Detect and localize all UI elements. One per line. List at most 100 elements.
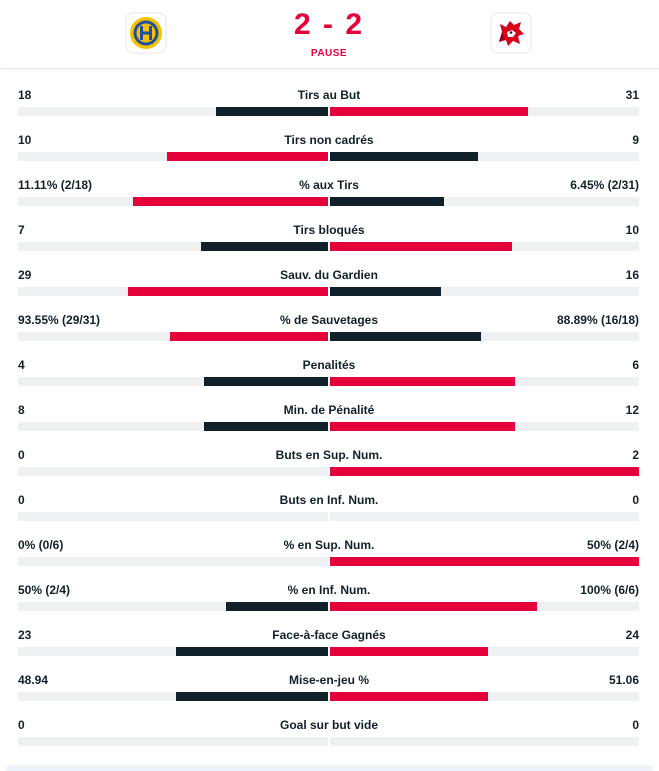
away-bar-fill bbox=[330, 692, 488, 701]
away-bar-track bbox=[330, 602, 639, 611]
stat-label: Penalités bbox=[302, 358, 356, 372]
stat-row: 11.11% (2/18) % aux Tirs 6.45% (2/31) bbox=[0, 174, 659, 219]
away-bar-track bbox=[330, 737, 639, 746]
home-value: 0 bbox=[18, 448, 25, 462]
home-bar-fill bbox=[176, 692, 328, 701]
home-value: 8 bbox=[18, 403, 25, 417]
stat-row: 18 Tirs au But 31 bbox=[0, 84, 659, 129]
stat-row: 0 Buts en Sup. Num. 2 bbox=[0, 444, 659, 489]
lausanne-hc-lion-logo-icon[interactable] bbox=[490, 12, 532, 54]
stat-label: Tirs au But bbox=[297, 88, 361, 102]
stat-label: % de Sauvetages bbox=[279, 313, 379, 327]
stat-row: 10 Tirs non cadrés 9 bbox=[0, 129, 659, 174]
home-value: 29 bbox=[18, 268, 32, 282]
home-bar-track bbox=[18, 377, 328, 386]
away-value: 88.89% (16/18) bbox=[556, 313, 639, 327]
away-bar-track bbox=[330, 152, 639, 161]
home-value: 4 bbox=[18, 358, 25, 372]
away-bar-track bbox=[330, 242, 639, 251]
away-bar-track bbox=[330, 332, 639, 341]
home-value: 50% (2/4) bbox=[18, 583, 71, 597]
away-value: 31 bbox=[625, 88, 639, 102]
away-bar-fill bbox=[330, 107, 528, 116]
stat-label: Tirs non cadrés bbox=[284, 133, 374, 147]
away-value: 24 bbox=[625, 628, 639, 642]
home-bar-fill bbox=[133, 197, 328, 206]
away-value: 2 bbox=[632, 448, 639, 462]
away-bar-track bbox=[330, 197, 639, 206]
away-bar-track bbox=[330, 287, 639, 296]
away-bar-fill bbox=[330, 557, 639, 566]
home-bar-track bbox=[18, 197, 328, 206]
stat-label: Mise-en-jeu % bbox=[288, 673, 369, 687]
home-value: 18 bbox=[18, 88, 32, 102]
home-value: 23 bbox=[18, 628, 32, 642]
home-bar-fill bbox=[201, 242, 328, 251]
stat-label: Goal sur but vide bbox=[279, 718, 378, 732]
home-bar-fill bbox=[226, 602, 328, 611]
away-bar-fill bbox=[330, 467, 639, 476]
home-bar-track bbox=[18, 332, 328, 341]
stat-label: Buts en Sup. Num. bbox=[275, 448, 383, 462]
away-bar-fill bbox=[330, 422, 515, 431]
stat-row: 0% (0/6) % en Sup. Num. 50% (2/4) bbox=[0, 534, 659, 579]
stat-row: 29 Sauv. du Gardien 16 bbox=[0, 264, 659, 309]
home-bar-track bbox=[18, 422, 328, 431]
away-value: 10 bbox=[625, 223, 639, 237]
home-value: 10 bbox=[18, 133, 32, 147]
away-value: 0 bbox=[632, 718, 639, 732]
stat-label: Buts en Inf. Num. bbox=[279, 493, 379, 507]
stat-row: 0 Goal sur but vide 0 bbox=[0, 714, 659, 759]
hcd-davos-logo-icon[interactable] bbox=[125, 12, 167, 54]
home-bar-track bbox=[18, 647, 328, 656]
away-bar-track bbox=[330, 467, 639, 476]
away-bar-track bbox=[330, 692, 639, 701]
home-bar-track bbox=[18, 737, 328, 746]
away-bar-track bbox=[330, 647, 639, 656]
match-status: PAUSE bbox=[310, 48, 348, 59]
stat-row: 0 Buts en Inf. Num. 0 bbox=[0, 489, 659, 534]
home-value: 11.11% (2/18) bbox=[18, 178, 93, 192]
home-value: 0 bbox=[18, 718, 25, 732]
match-score: 2 - 2 bbox=[293, 8, 365, 41]
home-value: 0 bbox=[18, 493, 25, 507]
stat-label: Tirs bloqués bbox=[293, 223, 365, 237]
home-bar-track bbox=[18, 467, 328, 476]
home-bar-track bbox=[18, 692, 328, 701]
home-bar-fill bbox=[204, 377, 328, 386]
home-bar-track bbox=[18, 152, 328, 161]
footer-strip bbox=[6, 765, 653, 771]
away-value: 16 bbox=[625, 268, 639, 282]
home-bar-fill bbox=[170, 332, 328, 341]
home-bar-fill bbox=[167, 152, 328, 161]
away-value: 9 bbox=[632, 133, 639, 147]
stat-row: 48.94 Mise-en-jeu % 51.06 bbox=[0, 669, 659, 714]
home-bar-track bbox=[18, 512, 328, 521]
away-value: 6.45% (2/31) bbox=[570, 178, 639, 192]
home-bar-track bbox=[18, 107, 328, 116]
away-value: 51.06 bbox=[608, 673, 639, 687]
away-value: 50% (2/4) bbox=[586, 538, 639, 552]
home-value: 48.94 bbox=[18, 673, 49, 687]
home-bar-track bbox=[18, 287, 328, 296]
away-bar-fill bbox=[330, 287, 441, 296]
stat-row: 23 Face-à-face Gagnés 24 bbox=[0, 624, 659, 669]
stat-row: 7 Tirs bloqués 10 bbox=[0, 219, 659, 264]
away-bar-fill bbox=[330, 377, 515, 386]
stat-label: % aux Tirs bbox=[299, 178, 359, 192]
away-value: 0 bbox=[632, 493, 639, 507]
stat-row: 50% (2/4) % en Inf. Num. 100% (6/6) bbox=[0, 579, 659, 624]
home-value: 0% (0/6) bbox=[18, 538, 64, 552]
stat-label: % en Sup. Num. bbox=[283, 538, 375, 552]
home-bar-fill bbox=[176, 647, 328, 656]
away-bar-fill bbox=[330, 602, 537, 611]
stat-label: Sauv. du Gardien bbox=[280, 268, 378, 282]
away-value: 6 bbox=[632, 358, 639, 372]
stat-row: 4 Penalités 6 bbox=[0, 354, 659, 399]
away-bar-track bbox=[330, 512, 639, 521]
home-value: 7 bbox=[18, 223, 25, 237]
stat-label: Face-à-face Gagnés bbox=[272, 628, 386, 642]
stats-list: 18 Tirs au But 31 10 Tirs non cadrés 9 11.11% … bbox=[0, 84, 659, 759]
home-value: 93.55% (29/31) bbox=[18, 313, 101, 327]
home-bar-fill bbox=[216, 107, 328, 116]
